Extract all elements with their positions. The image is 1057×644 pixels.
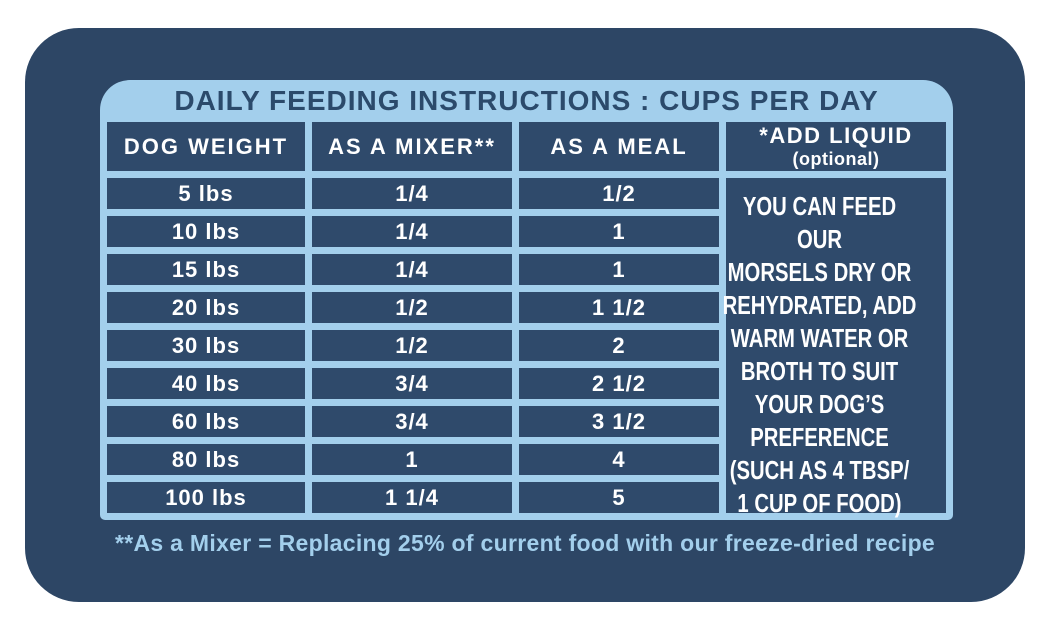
weight-cell: 15 lbs [107,254,305,285]
weight-cell: 40 lbs [107,368,305,399]
feeding-card: DAILY FEEDING INSTRUCTIONS : CUPS PER DA… [25,28,1025,602]
page-title: DAILY FEEDING INSTRUCTIONS : CUPS PER DA… [174,85,879,116]
weight-cell: 60 lbs [107,406,305,437]
mixer-cell: 1/2 [312,292,512,323]
column-header-dog-weight: DOG WEIGHT [107,122,305,171]
mixer-cell: 1 1/4 [312,482,512,513]
meal-cell: 2 [519,330,719,361]
column-header-as-a-mixer: AS A MIXER** [312,122,512,171]
mixer-cell: 3/4 [312,368,512,399]
weight-cell: 20 lbs [107,292,305,323]
weight-cell: 5 lbs [107,178,305,209]
weight-cell: 100 lbs [107,482,305,513]
add-liquid-note-cell: YOU CAN FEED OUR MORSELS DRY OR REHYDRAT… [723,178,946,518]
add-liquid-note: YOU CAN FEED OUR MORSELS DRY OR REHYDRAT… [722,191,917,518]
column-header-as-a-meal: AS A MEAL [519,122,719,171]
mixer-cell: 1/4 [312,178,512,209]
mixer-cell: 1/2 [312,330,512,361]
mixer-cell: 1/4 [312,216,512,247]
feeding-panel: DAILY FEEDING INSTRUCTIONS : CUPS PER DA… [100,80,953,520]
meal-cell: 1 [519,216,719,247]
meal-cell: 1 [519,254,719,285]
weight-cell: 10 lbs [107,216,305,247]
meal-cell: 3 1/2 [519,406,719,437]
meal-cell: 4 [519,444,719,475]
meal-cell: 1/2 [519,178,719,209]
mixer-cell: 3/4 [312,406,512,437]
add-liquid-optional-label: (optional) [792,149,880,169]
meal-cell: 2 1/2 [519,368,719,399]
meal-cell: 5 [519,482,719,513]
mixer-cell: 1/4 [312,254,512,285]
feeding-table: DOG WEIGHT AS A MIXER** AS A MEAL *ADD L… [107,122,946,518]
add-liquid-label: *ADD LIQUID [759,123,913,148]
meal-cell: 1 1/2 [519,292,719,323]
weight-cell: 80 lbs [107,444,305,475]
weight-cell: 30 lbs [107,330,305,361]
mixer-footnote: **As a Mixer = Replacing 25% of current … [114,530,936,556]
column-header-add-liquid: *ADD LIQUID (optional) [726,122,946,171]
mixer-cell: 1 [312,444,512,475]
